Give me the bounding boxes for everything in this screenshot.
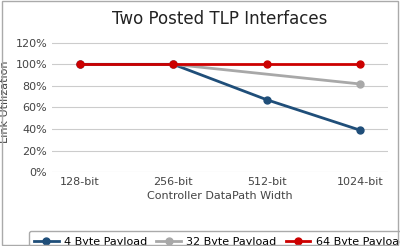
32 Byte Payload bbox=[171, 63, 176, 66]
Line: 4 Byte Payload: 4 Byte Payload bbox=[76, 61, 364, 134]
64 Byte Payload bbox=[358, 63, 362, 66]
4 Byte Payload bbox=[78, 63, 82, 66]
64 Byte Payload bbox=[78, 63, 82, 66]
4 Byte Payload bbox=[171, 63, 176, 66]
Title: Two Posted TLP Interfaces: Two Posted TLP Interfaces bbox=[112, 10, 328, 28]
4 Byte Payload bbox=[358, 129, 362, 132]
4 Byte Payload bbox=[264, 98, 269, 101]
64 Byte Payload bbox=[171, 63, 176, 66]
32 Byte Payload bbox=[358, 82, 362, 85]
Line: 32 Byte Payload: 32 Byte Payload bbox=[170, 61, 364, 87]
64 Byte Payload bbox=[264, 63, 269, 66]
X-axis label: Controller DataPath Width: Controller DataPath Width bbox=[147, 191, 293, 201]
Line: 64 Byte Payload: 64 Byte Payload bbox=[76, 61, 364, 68]
Y-axis label: Link Utilization: Link Utilization bbox=[0, 61, 10, 143]
Legend: 4 Byte Payload, 32 Byte Payload, 64 Byte Payload: 4 Byte Payload, 32 Byte Payload, 64 Byte… bbox=[29, 231, 400, 246]
